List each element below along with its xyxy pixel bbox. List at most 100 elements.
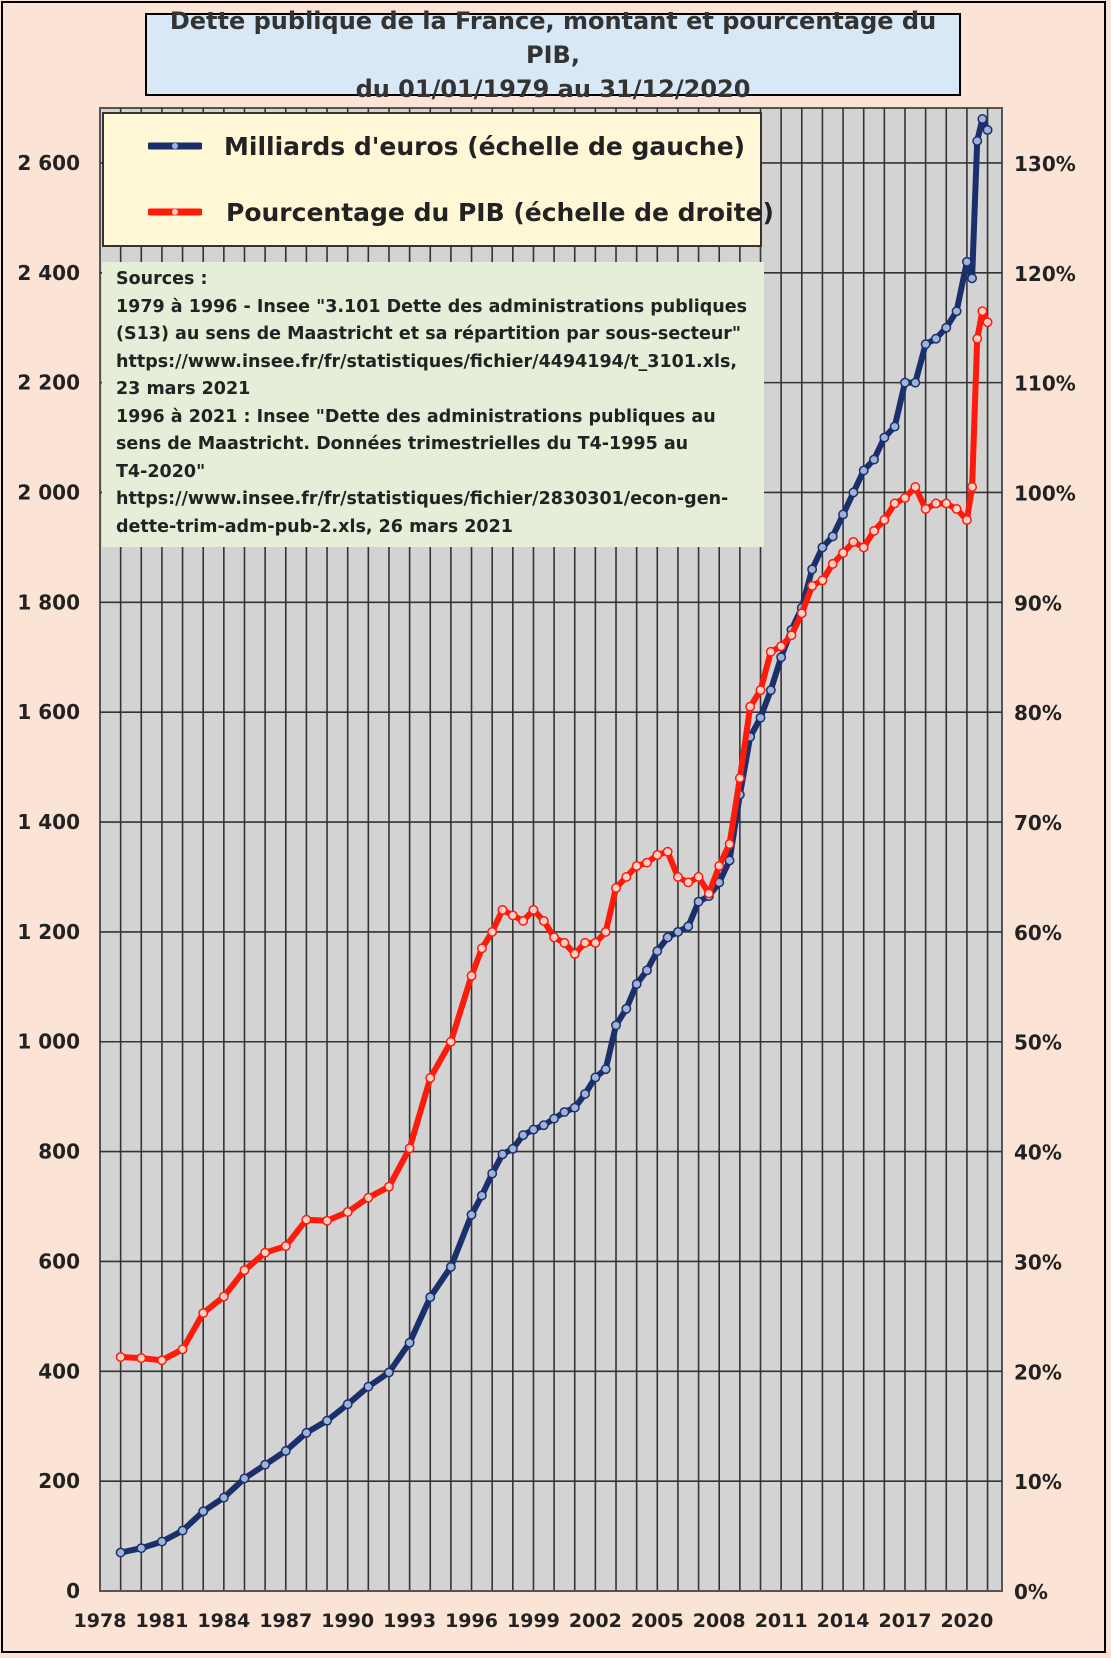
pib-point	[703, 888, 714, 899]
debt-point	[961, 256, 972, 267]
pib-point	[322, 1215, 332, 1226]
pib-point	[363, 1192, 374, 1203]
debt-point	[260, 1459, 271, 1470]
debt-point	[972, 136, 983, 146]
x-axis-tick-label: 2017	[879, 1610, 932, 1632]
debt-point	[889, 421, 900, 432]
debt-point	[549, 1113, 560, 1124]
right-axis-ticks: 0% 10% 20% 30% 40% 50% 60% 70% 80% 90% 100% 110% 120…	[1014, 152, 1076, 1604]
left-axis-tick-label: 1 000	[17, 1030, 80, 1054]
pib-point	[404, 1143, 415, 1154]
pib-point	[755, 685, 766, 696]
debt-point	[590, 1072, 601, 1083]
pib-point	[445, 1036, 456, 1047]
pib-point	[858, 542, 869, 553]
x-axis-tick-label: 2011	[755, 1610, 808, 1632]
right-axis-tick-label: 10%	[1014, 1470, 1062, 1494]
x-axis-tick-label: 2002	[569, 1610, 622, 1632]
pib-point	[693, 872, 704, 882]
debt-point	[755, 712, 766, 723]
pib-point	[838, 547, 849, 558]
x-axis-tick-label: 1981	[135, 1610, 188, 1632]
chart-title: Dette publique de la France, montant et …	[145, 7, 961, 103]
pib-point	[425, 1073, 436, 1083]
left-axis-tick-label: 1 600	[17, 700, 80, 724]
right-axis-tick-label: 60%	[1014, 921, 1062, 945]
debt-point	[611, 1020, 621, 1031]
debt-point	[280, 1445, 291, 1456]
pib-point	[683, 877, 694, 888]
pib-point	[714, 861, 725, 871]
debt-point	[621, 1003, 632, 1014]
pib-point	[384, 1181, 394, 1192]
pib-point	[177, 1344, 188, 1355]
pib-point	[487, 926, 498, 937]
pib-point	[538, 915, 549, 926]
pib-point	[982, 317, 993, 328]
pib-point	[518, 915, 529, 926]
pib-point	[889, 498, 900, 509]
pib-point	[301, 1214, 312, 1225]
sources-line: https://www.insee.fr/fr/statistiques/fic…	[116, 351, 738, 372]
right-axis-tick-label: 110%	[1014, 372, 1076, 396]
left-axis-tick-label: 1 200	[17, 920, 80, 944]
pib-line	[117, 308, 991, 1364]
debt-point	[445, 1261, 456, 1272]
pib-point	[280, 1241, 291, 1252]
pib-point	[961, 514, 972, 525]
left-axis-tick-label: 2 000	[17, 480, 80, 504]
debt-point	[977, 114, 988, 124]
debt-point	[156, 1536, 167, 1547]
pib-point	[817, 575, 828, 586]
debt-point	[807, 564, 818, 575]
debt-point	[869, 454, 879, 465]
right-axis-tick-label: 80%	[1014, 701, 1062, 725]
debt-point	[363, 1381, 374, 1392]
debt-point	[476, 1190, 487, 1201]
debt-point	[404, 1337, 415, 1348]
pib-point	[549, 932, 560, 943]
pib-point	[662, 846, 673, 857]
right-axis-tick-label: 40%	[1014, 1141, 1062, 1165]
left-axis-ticks: 0 200 400 600 800 1 000 1 200 1 400 1 600 1 800 2 …	[17, 151, 80, 1603]
left-axis-tick-label: 0	[66, 1579, 80, 1603]
left-axis-tick-label: 200	[38, 1469, 80, 1493]
chart-title-line-2: du 01/01/1979 au 31/12/2020	[355, 74, 751, 103]
right-axis-tick-label: 100%	[1014, 481, 1076, 505]
debt-point	[662, 932, 673, 943]
pib-point	[239, 1265, 250, 1276]
series-pib	[115, 306, 993, 1366]
pib-point	[590, 937, 601, 948]
right-axis-tick-label: 130%	[1014, 152, 1076, 176]
left-axis-tick-label: 400	[38, 1359, 80, 1383]
pib-point	[941, 498, 952, 509]
pib-point	[920, 504, 931, 514]
right-axis-tick-label: 50%	[1014, 1031, 1062, 1055]
debt-point	[910, 377, 921, 388]
x-axis-tick-label: 1999	[507, 1610, 560, 1632]
x-axis-tick-label: 2020	[940, 1610, 993, 1632]
pib-point	[869, 525, 879, 536]
pib-point	[559, 937, 570, 948]
right-axis-tick-label: 0%	[1014, 1580, 1048, 1604]
debt-point	[631, 979, 642, 990]
sources-line: sens de Maastricht. Données trimestriell…	[116, 434, 689, 454]
pib-point	[497, 904, 508, 915]
debt-point	[600, 1064, 611, 1075]
sources-line: dette-trim-adm-pub-2.xls, 26 mars 2021	[116, 516, 513, 537]
pib-point	[786, 630, 797, 641]
debt-point	[941, 322, 952, 333]
pib-point	[745, 701, 756, 712]
sources-line: T4-2020"	[116, 461, 206, 482]
left-axis-tick-label: 2 600	[17, 151, 80, 175]
left-axis-tick-label: 1 400	[17, 810, 80, 834]
debt-point	[177, 1525, 188, 1536]
pib-point	[776, 641, 787, 652]
x-axis-tick-label: 1984	[197, 1610, 250, 1632]
debt-point	[920, 339, 931, 350]
debt-point	[198, 1506, 209, 1517]
left-axis-tick-label: 2 200	[17, 371, 80, 395]
debt-point	[838, 509, 849, 520]
debt-point	[817, 542, 828, 553]
